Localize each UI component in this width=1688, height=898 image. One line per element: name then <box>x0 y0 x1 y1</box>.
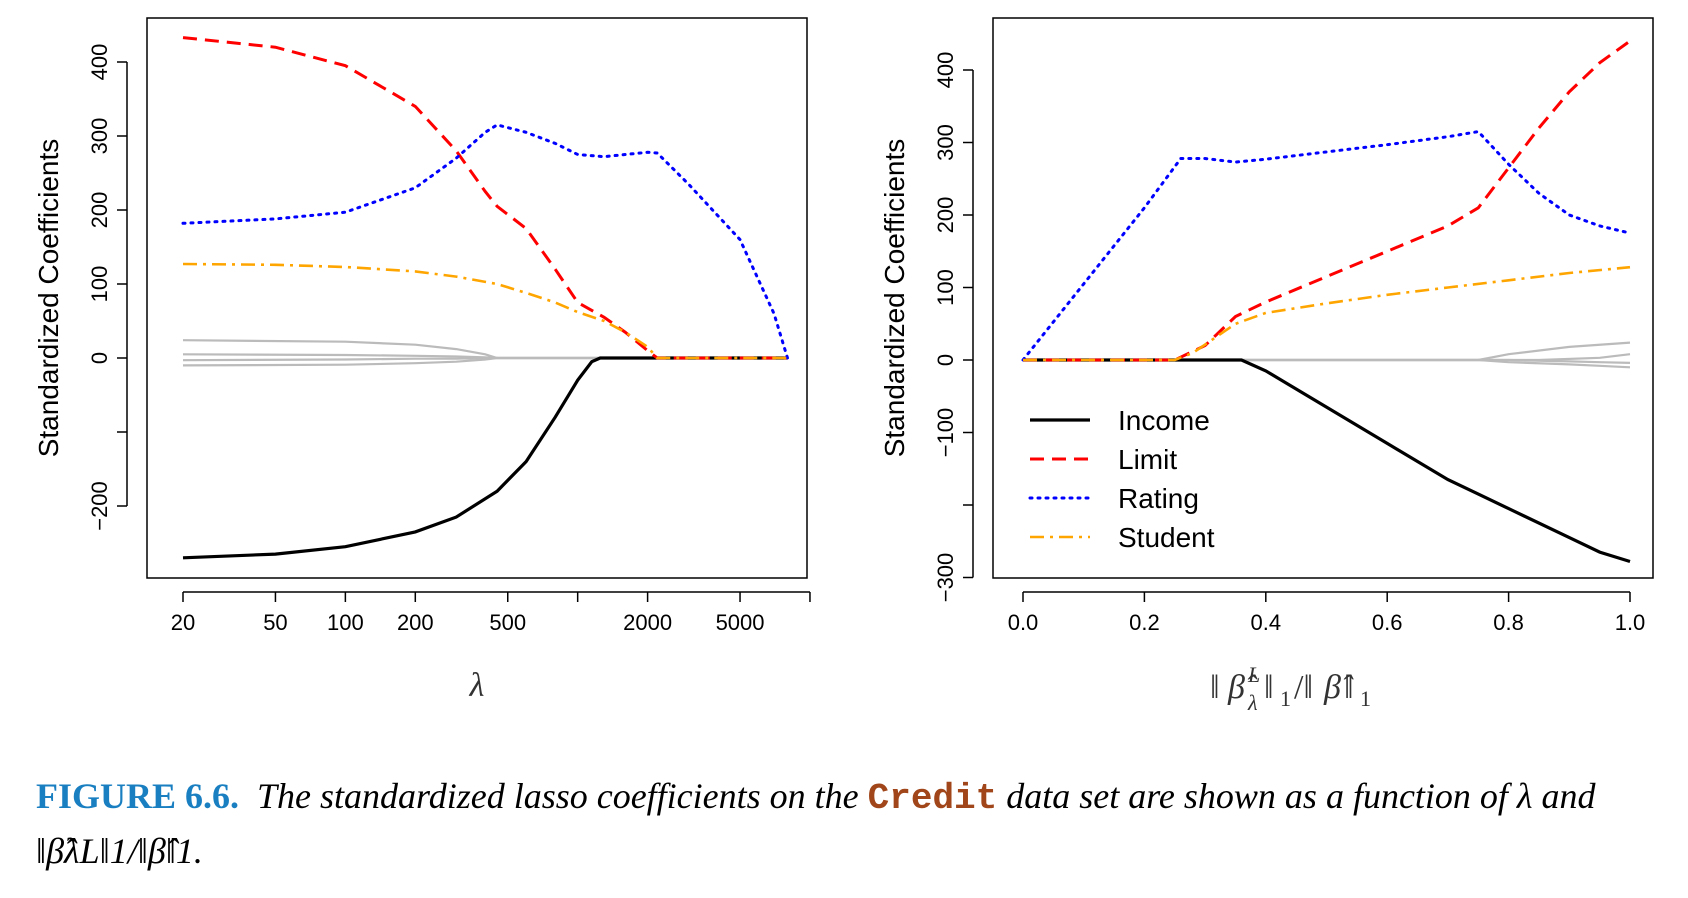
right-y-tick-label: 200 <box>933 197 958 234</box>
right-panel: 0.0 0.2 0.4 0.6 0.8 1.0 −300 −100 0 100 200 300 400… <box>879 17 1654 715</box>
figure-caption: FIGURE 6.6. The standardized lasso coeff… <box>36 770 1676 877</box>
left-y-axis: −200 0 100 200 300 400 <box>87 44 128 531</box>
right-x-tick-label: 0.0 <box>1008 610 1039 635</box>
right-x-tick-label: 0.4 <box>1251 610 1282 635</box>
right-x-axis-title: ‖ β̂ L λ ‖ 1 /‖ β̂ ‖ 1 <box>1210 662 1371 715</box>
svg-text:/‖: /‖ <box>1294 669 1313 706</box>
legend-label-income: Income <box>1118 405 1210 436</box>
left-y-tick-label: 300 <box>87 118 112 155</box>
right-other-variables <box>1023 341 1631 369</box>
svg-text:1: 1 <box>1280 686 1291 711</box>
right-other-variable-line <box>1023 341 1631 362</box>
left-line-rating <box>181 123 789 360</box>
left-line-limit <box>182 36 788 360</box>
caption-text-after: data set are shown as a function of λ an… <box>36 776 1596 871</box>
left-y-tick-label: 400 <box>87 44 112 81</box>
left-x-tick-label: 100 <box>327 610 364 635</box>
left-y-tick-label: 100 <box>87 266 112 303</box>
left-other-variable-line <box>182 356 788 362</box>
caption-dataset-name: Credit <box>867 778 998 819</box>
right-y-tick-label: 400 <box>933 52 958 89</box>
right-other-variable-line <box>1023 353 1631 362</box>
legend-label-rating: Rating <box>1118 483 1199 514</box>
left-x-tick-label: 2000 <box>623 610 672 635</box>
legend: Income Limit Rating Student <box>1028 405 1215 553</box>
left-x-tick-label: 5000 <box>716 610 765 635</box>
left-x-tick-label: 500 <box>489 610 526 635</box>
left-x-tick-label: 200 <box>397 610 434 635</box>
svg-text:‖: ‖ <box>1210 669 1220 706</box>
left-y-tick-label: −200 <box>87 481 112 531</box>
legend-label-student: Student <box>1118 522 1215 553</box>
left-x-tick-label: 50 <box>263 610 287 635</box>
right-line-student <box>1023 265 1631 362</box>
right-y-tick-label: −300 <box>933 553 958 603</box>
left-x-axis: 20 50 100 200 500 2000 5000 <box>171 591 811 635</box>
svg-text:‖: ‖ <box>1264 669 1274 706</box>
left-series <box>181 36 789 560</box>
right-y-tick-label: 0 <box>933 354 958 366</box>
svg-text:1: 1 <box>1360 686 1371 711</box>
left-plot-frame <box>146 17 808 579</box>
right-x-tick-label: 0.2 <box>1129 610 1160 635</box>
left-line-income <box>182 356 788 560</box>
left-x-tick-label: 20 <box>171 610 195 635</box>
left-y-axis-title: Standardized Coefficients <box>33 139 64 458</box>
right-y-axis: −300 −100 0 100 200 300 400 <box>933 52 974 603</box>
right-x-axis: 0.0 0.2 0.4 0.6 0.8 1.0 <box>1008 591 1646 635</box>
right-line-rating <box>1021 129 1632 362</box>
right-line-income <box>1023 358 1631 564</box>
right-y-tick-label: 100 <box>933 269 958 306</box>
figure-label: FIGURE 6.6. <box>36 776 240 816</box>
right-y-axis-title: Standardized Coefficients <box>879 139 910 458</box>
svg-text:‖: ‖ <box>1344 669 1354 706</box>
right-x-tick-label: 0.6 <box>1372 610 1403 635</box>
caption-text-before: The standardized lasso coefficients on t… <box>257 776 859 816</box>
right-series <box>1021 39 1632 564</box>
svg-text:λ: λ <box>1247 690 1258 715</box>
left-other-variables <box>182 339 788 367</box>
left-line-student <box>182 262 788 360</box>
right-plot-frame <box>992 17 1654 579</box>
left-y-tick-label: 200 <box>87 192 112 229</box>
right-x-tick-label: 1.0 <box>1615 610 1646 635</box>
right-x-tick-label: 0.8 <box>1493 610 1524 635</box>
right-y-tick-label: 300 <box>933 124 958 161</box>
right-y-tick-label: −100 <box>933 408 958 458</box>
right-line-limit <box>1023 39 1631 362</box>
svg-text:L: L <box>1247 662 1260 687</box>
left-x-axis-title: λ <box>469 667 485 704</box>
left-panel: 20 50 100 200 500 2000 5000 −2000100200300400 … <box>33 17 811 704</box>
legend-label-limit: Limit <box>1118 444 1177 475</box>
left-y-tick-label: 0 <box>87 352 112 364</box>
